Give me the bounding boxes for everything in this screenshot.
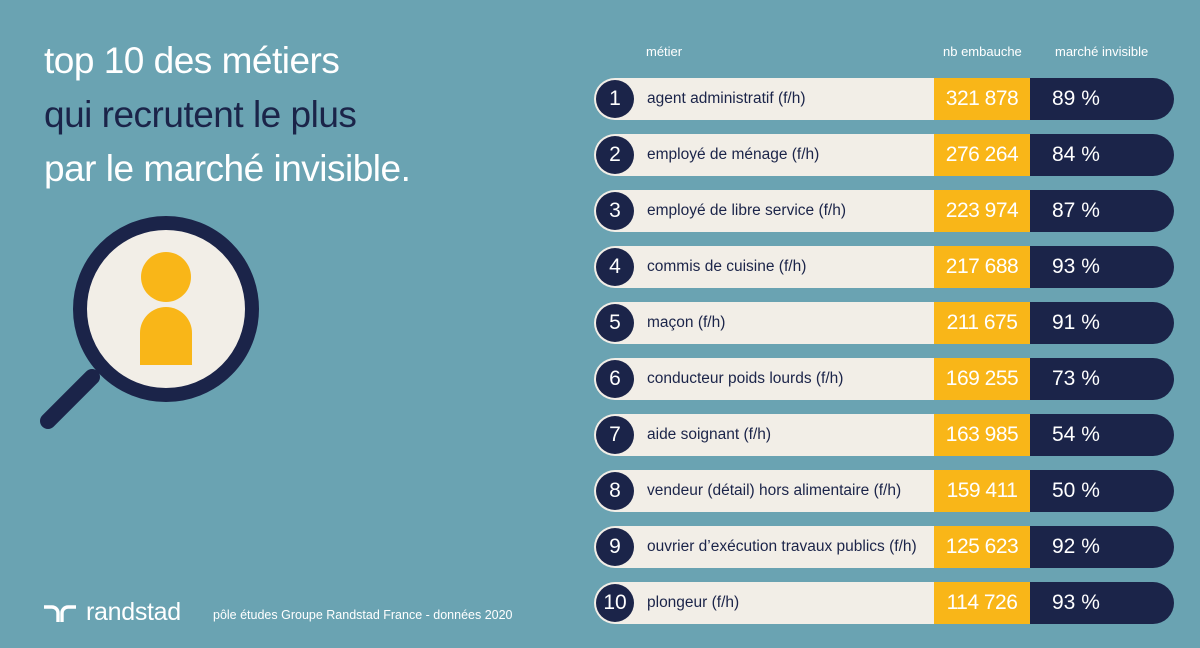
- hires-value: 163 985: [945, 423, 1019, 446]
- table-row: 7 aide soignant (f/h) 163 985 54 %: [594, 414, 1174, 456]
- job-label: agent administratif (f/h): [647, 90, 806, 107]
- magnifier-person-icon: [40, 216, 259, 429]
- job-label: vendeur (détail) hors alimentaire (f/h): [647, 482, 902, 499]
- table-row: 9 ouvrier d’exécution travaux publics (f/…: [594, 526, 1174, 568]
- column-header-invisible: marché invisible: [1055, 44, 1149, 59]
- title-line-2: qui recrutent le plus: [44, 94, 357, 135]
- rank-badge: 9: [596, 528, 634, 566]
- table-row: 3 employé de libre service (f/h) 223 974 87…: [594, 190, 1174, 232]
- rank-badge: 1: [596, 80, 634, 118]
- source-note: pôle études Groupe Randstad France - don…: [213, 608, 513, 622]
- column-header-metier: métier: [646, 44, 683, 59]
- job-label: maçon (f/h): [647, 314, 726, 331]
- job-label: employé de ménage (f/h): [647, 146, 820, 163]
- row-bar-navy: [1030, 78, 1174, 120]
- invisible-market-pct: 89 %: [1052, 87, 1100, 110]
- job-label: employé de libre service (f/h): [647, 202, 846, 219]
- row-bar-navy: [1030, 582, 1174, 624]
- row-bar-white: [594, 246, 939, 288]
- title-line-1: top 10 des métiers: [44, 40, 340, 81]
- page-title: top 10 des métiers qui recrutent le plus…: [44, 34, 411, 196]
- job-label: aide soignant (f/h): [647, 426, 772, 443]
- hires-value: 114 726: [946, 591, 1018, 614]
- invisible-market-pct: 50 %: [1052, 479, 1100, 502]
- table-row: 6 conducteur poids lourds (f/h) 169 255 73 …: [594, 358, 1174, 400]
- rank-badge: 8: [596, 472, 634, 510]
- row-bar-yellow: [934, 526, 1030, 568]
- row-bar-navy: [1030, 526, 1174, 568]
- randstad-logo-icon: [44, 604, 76, 622]
- row-bar-yellow: [934, 358, 1030, 400]
- title-line-3: par le marché invisible.: [44, 148, 411, 189]
- hires-value: 276 264: [945, 143, 1019, 166]
- row-bar-navy: [1030, 246, 1174, 288]
- hires-value: 321 878: [945, 87, 1019, 110]
- brand-name: randstad: [86, 598, 181, 626]
- row-bar-white: [594, 358, 939, 400]
- invisible-market-pct: 91 %: [1052, 311, 1100, 334]
- invisible-market-pct: 87 %: [1052, 199, 1100, 222]
- job-label: ouvrier d’exécution travaux publics (f/h…: [647, 538, 917, 555]
- row-bar-yellow: [934, 190, 1030, 232]
- row-bar-white: [594, 302, 939, 344]
- row-bar-yellow: [934, 78, 1030, 120]
- rank-badge: 7: [596, 416, 634, 454]
- row-bar-white: [594, 470, 939, 512]
- hires-value: 223 974: [945, 199, 1019, 222]
- rank-badge: 6: [596, 360, 634, 398]
- row-bar-yellow: [934, 246, 1030, 288]
- row-bar-yellow: [934, 414, 1030, 456]
- rank-badge: 3: [596, 192, 634, 230]
- hires-value: 159 411: [946, 479, 1018, 502]
- column-header-hires: nb embauche: [943, 44, 1022, 59]
- row-bar-navy: [1030, 358, 1174, 400]
- row-bar-yellow: [934, 582, 1030, 624]
- job-label: plongeur (f/h): [647, 594, 740, 611]
- table-row: 2 employé de ménage (f/h) 276 264 84 %: [594, 134, 1174, 176]
- table-row: 4 commis de cuisine (f/h) 217 688 93 %: [594, 246, 1174, 288]
- row-bar-white: [594, 582, 939, 624]
- job-label: commis de cuisine (f/h): [647, 258, 807, 275]
- invisible-market-pct: 93 %: [1052, 255, 1100, 278]
- row-bar-navy: [1030, 302, 1174, 344]
- rank-badge: 5: [596, 304, 634, 342]
- row-bar-white: [594, 78, 939, 120]
- hires-value: 211 675: [946, 311, 1018, 334]
- row-bar-navy: [1030, 470, 1174, 512]
- row-bar-white: [594, 414, 939, 456]
- row-bar-yellow: [934, 302, 1030, 344]
- row-bar-white: [594, 526, 939, 568]
- row-bar-white: [594, 134, 939, 176]
- invisible-market-pct: 84 %: [1052, 143, 1100, 166]
- hires-value: 169 255: [945, 367, 1019, 390]
- row-bar-yellow: [934, 470, 1030, 512]
- hires-value: 125 623: [945, 535, 1019, 558]
- table-row: 8 vendeur (détail) hors alimentaire (f/h)…: [594, 470, 1174, 512]
- invisible-market-pct: 73 %: [1052, 367, 1100, 390]
- randstad-logo: randstad: [42, 598, 181, 627]
- rank-badge: 4: [596, 248, 634, 286]
- table-row: 1 agent administratif (f/h) 321 878 89 %: [594, 78, 1174, 120]
- table-row: 5 maçon (f/h) 211 675 91 %: [594, 302, 1174, 344]
- row-bar-yellow: [934, 134, 1030, 176]
- rank-badge: 10: [596, 584, 634, 622]
- rank-badge: 2: [596, 136, 634, 174]
- invisible-market-pct: 93 %: [1052, 591, 1100, 614]
- hires-value: 217 688: [945, 255, 1019, 278]
- row-bar-navy: [1030, 190, 1174, 232]
- row-bar-navy: [1030, 134, 1174, 176]
- job-label: conducteur poids lourds (f/h): [647, 370, 844, 387]
- invisible-market-pct: 92 %: [1052, 535, 1100, 558]
- row-bar-white: [594, 190, 939, 232]
- row-bar-navy: [1030, 414, 1174, 456]
- invisible-market-pct: 54 %: [1052, 423, 1100, 446]
- table-row: 10 plongeur (f/h) 114 726 93 %: [594, 582, 1174, 624]
